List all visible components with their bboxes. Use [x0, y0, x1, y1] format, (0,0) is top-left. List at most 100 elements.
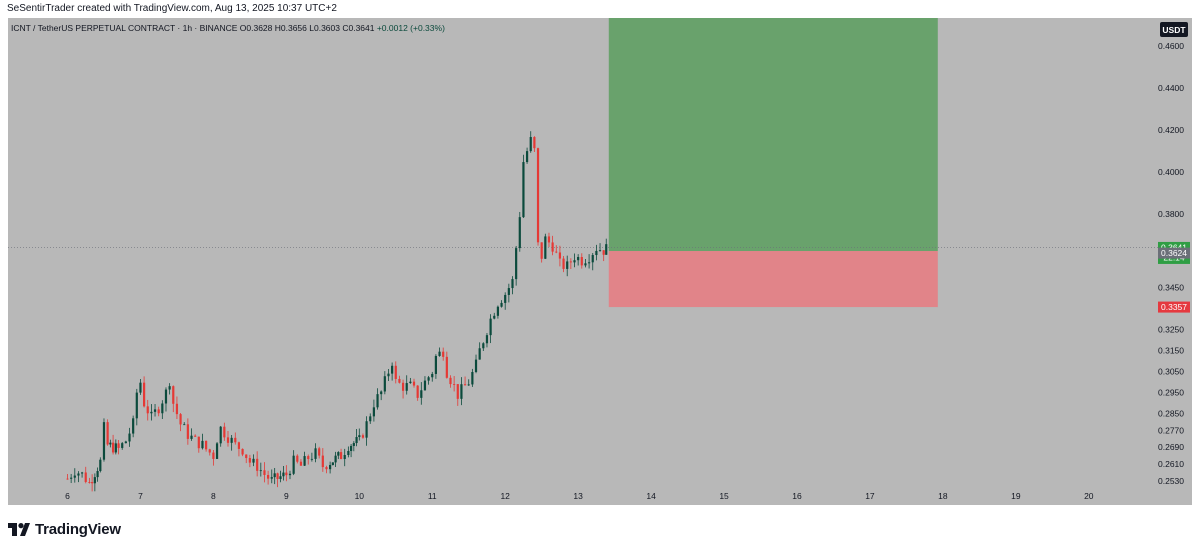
y-tick-label: 0.4600 — [1158, 41, 1184, 51]
candle-body — [463, 384, 467, 386]
x-tick-label: 15 — [719, 491, 729, 501]
y-tick-label: 0.2690 — [1158, 442, 1184, 452]
candle-body — [334, 455, 337, 463]
tradingview-logo[interactable]: TradingView — [8, 520, 121, 538]
candle-body — [423, 380, 427, 391]
candle-body — [555, 251, 558, 253]
stop-price-label-bg[interactable] — [1158, 301, 1190, 313]
candle-body — [318, 448, 321, 456]
candle-body — [558, 252, 562, 259]
candle-body — [573, 260, 576, 263]
candle-body — [153, 409, 157, 412]
candle-body — [493, 315, 496, 319]
candle-body — [398, 378, 401, 383]
candle-body — [391, 365, 394, 374]
candle-body — [279, 476, 282, 479]
entry-price-label-bg[interactable] — [1158, 247, 1190, 259]
candle-body — [91, 482, 94, 484]
candle-body — [331, 462, 334, 465]
candle-body — [577, 257, 580, 261]
candle-body — [299, 461, 303, 466]
candle-body — [99, 459, 102, 472]
chart-area[interactable]: ICNT / TetherUS PERPETUAL CONTRACT · 1h … — [8, 18, 1192, 505]
candle-body — [234, 437, 237, 443]
candle-body — [73, 475, 76, 478]
candle-body — [84, 472, 87, 482]
candle-body — [387, 373, 390, 377]
candle-body — [522, 162, 525, 218]
candle-body — [453, 384, 456, 385]
candle-body — [66, 478, 69, 480]
candle-body — [551, 242, 554, 252]
currency-label: USDT — [1162, 25, 1186, 35]
candle-body — [303, 456, 306, 466]
candle-body — [587, 262, 591, 264]
candle-body — [394, 365, 397, 379]
candle-body — [259, 470, 262, 472]
candle-body — [102, 422, 106, 460]
candle-body — [485, 335, 489, 344]
candle-body — [339, 452, 343, 460]
candle-body — [256, 458, 259, 471]
candle-body — [533, 137, 536, 149]
candle-body — [591, 255, 594, 263]
candle-body — [369, 416, 372, 422]
candle-body — [349, 445, 353, 451]
candle-body — [562, 258, 565, 269]
candle-body — [460, 384, 463, 399]
candle-body — [405, 383, 408, 391]
candle-body — [223, 426, 226, 438]
candle-body — [416, 385, 419, 398]
candle-body — [540, 242, 543, 259]
candle-body — [449, 377, 452, 385]
x-tick-label: 19 — [1011, 491, 1021, 501]
candle-body — [296, 455, 299, 462]
candle-body — [489, 318, 492, 336]
candle-body — [282, 472, 285, 477]
candle-body — [482, 343, 485, 349]
candle-body — [431, 373, 434, 378]
candle-body — [241, 448, 244, 455]
ohlc-open: O0.3628 — [240, 23, 275, 33]
candle-body — [276, 473, 279, 479]
x-tick-label: 16 — [792, 491, 802, 501]
candle-body — [93, 477, 96, 484]
candle-body — [288, 473, 292, 476]
candle-body — [96, 471, 99, 478]
ohlc-low: L0.3603 — [309, 23, 342, 33]
candle-body — [347, 450, 350, 455]
tradingview-logo-icon — [8, 522, 30, 536]
candle-body — [132, 418, 135, 434]
x-tick-label: 17 — [865, 491, 875, 501]
candle-body — [212, 452, 215, 459]
candle-body — [496, 306, 500, 316]
x-tick-label: 7 — [138, 491, 143, 501]
candle-body — [352, 443, 355, 446]
candle-body — [329, 464, 332, 470]
candle-body — [175, 403, 179, 415]
candle-body — [245, 454, 248, 459]
x-tick-label: 11 — [428, 491, 437, 501]
x-tick-label: 20 — [1084, 491, 1094, 501]
stop-price-label: 0.3357 — [1161, 302, 1187, 312]
candle-body — [442, 351, 445, 357]
candle-body — [358, 435, 361, 438]
price-chart[interactable]: ICNT / TetherUS PERPETUAL CONTRACT · 1h … — [8, 18, 1192, 505]
profit-zone[interactable] — [608, 18, 938, 252]
currency-badge[interactable] — [1160, 22, 1188, 37]
footer: TradingView — [0, 505, 1199, 545]
candle-body — [515, 248, 518, 280]
candle-body — [355, 437, 358, 444]
y-tick-label: 0.2610 — [1158, 459, 1184, 469]
y-tick-label: 0.3250 — [1158, 325, 1184, 335]
ohlc-high: H0.3656 — [275, 23, 310, 33]
loss-zone[interactable] — [608, 251, 938, 308]
y-tick-label: 0.3050 — [1158, 367, 1184, 377]
x-tick-label: 10 — [355, 491, 365, 501]
last-price-label: 0.3641 — [1161, 242, 1187, 252]
candle-body — [292, 455, 295, 474]
candle-body — [197, 436, 200, 449]
candle-body — [263, 470, 266, 475]
candle-body — [361, 435, 365, 438]
candle-body — [168, 386, 171, 390]
